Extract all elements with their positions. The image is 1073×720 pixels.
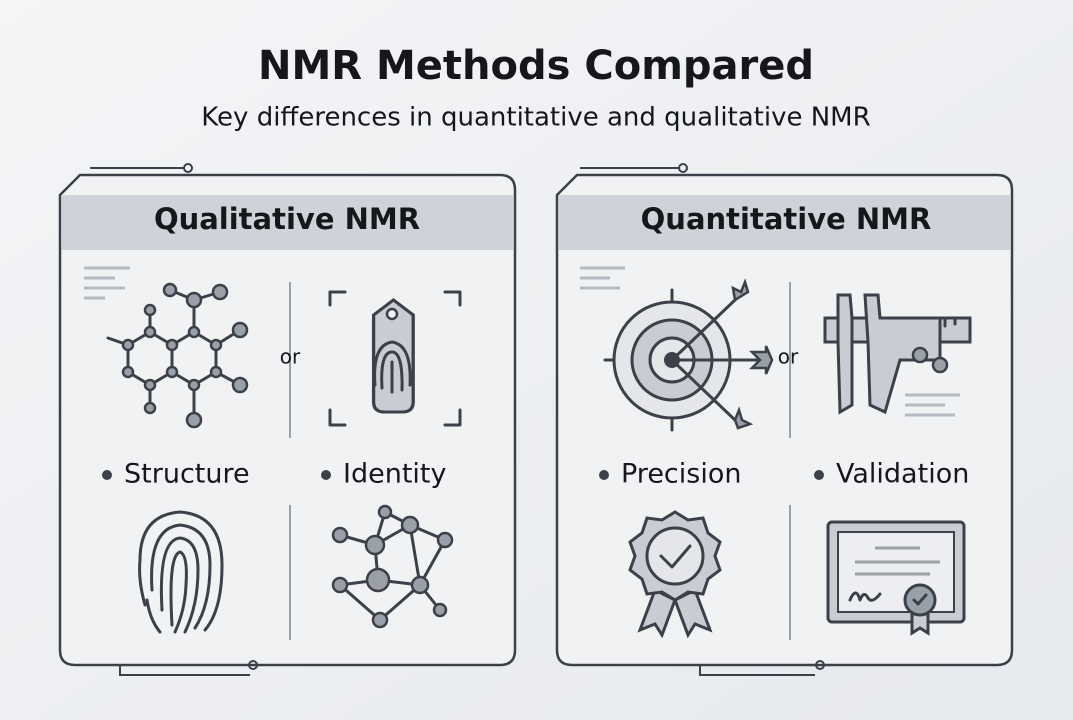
bullet-item: Structure [124, 459, 250, 490]
bullet-item: Identity [343, 459, 446, 490]
tag-icon [328, 290, 462, 427]
panel-title: Quantitative NMR [641, 202, 932, 236]
molecule-icon [106, 282, 249, 429]
bullet-item: Validation [836, 459, 969, 490]
caliper-icon [823, 293, 972, 417]
network-icon [331, 504, 454, 629]
panel-title: Qualitative NMR [154, 202, 420, 236]
target-icon [603, 278, 774, 432]
title: NMR Methods Compared [258, 43, 814, 89]
bullet-item: Precision [621, 459, 741, 490]
separator: or [280, 345, 301, 369]
panel-quantitative: Quantitative NMR or [555, 163, 1014, 676]
panel-qualitative: Qualitative NMR or St [58, 163, 517, 676]
separator: or [778, 345, 799, 369]
fingerprint-icon [138, 510, 224, 634]
badge-icon [628, 510, 722, 639]
subtitle: Key differences in quantitative and qual… [201, 103, 870, 133]
certificate-icon [826, 520, 966, 636]
